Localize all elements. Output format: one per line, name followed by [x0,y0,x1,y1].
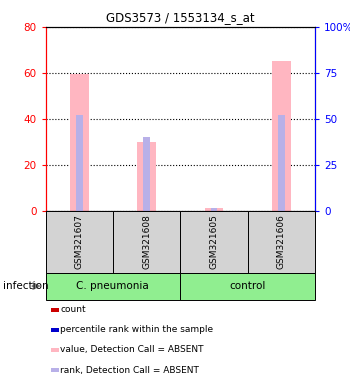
Title: GDS3573 / 1553134_s_at: GDS3573 / 1553134_s_at [106,11,254,24]
Text: GSM321607: GSM321607 [75,215,84,269]
Bar [70,74,89,211]
Bar [278,115,285,211]
Text: GSM321605: GSM321605 [209,215,218,269]
Bar [211,207,217,211]
Text: control: control [230,281,266,291]
Bar [204,208,223,211]
Bar [51,348,59,352]
Bar [143,137,150,211]
Bar [272,61,291,211]
Bar [76,115,83,211]
Text: GSM321608: GSM321608 [142,215,151,269]
Bar [51,328,59,332]
Text: C. pneumonia: C. pneumonia [77,281,149,291]
Bar [180,211,248,273]
Bar [113,211,180,273]
Text: infection: infection [4,281,49,291]
Bar [137,142,156,211]
Bar [248,211,315,273]
Bar [46,211,113,273]
Text: count: count [60,305,86,314]
Bar [51,368,59,372]
Bar [180,273,315,300]
Text: rank, Detection Call = ABSENT: rank, Detection Call = ABSENT [60,366,199,374]
Bar [46,273,180,300]
Text: GSM321606: GSM321606 [277,215,286,269]
Bar [51,308,59,312]
Text: value, Detection Call = ABSENT: value, Detection Call = ABSENT [60,346,204,354]
Text: percentile rank within the sample: percentile rank within the sample [60,325,214,334]
